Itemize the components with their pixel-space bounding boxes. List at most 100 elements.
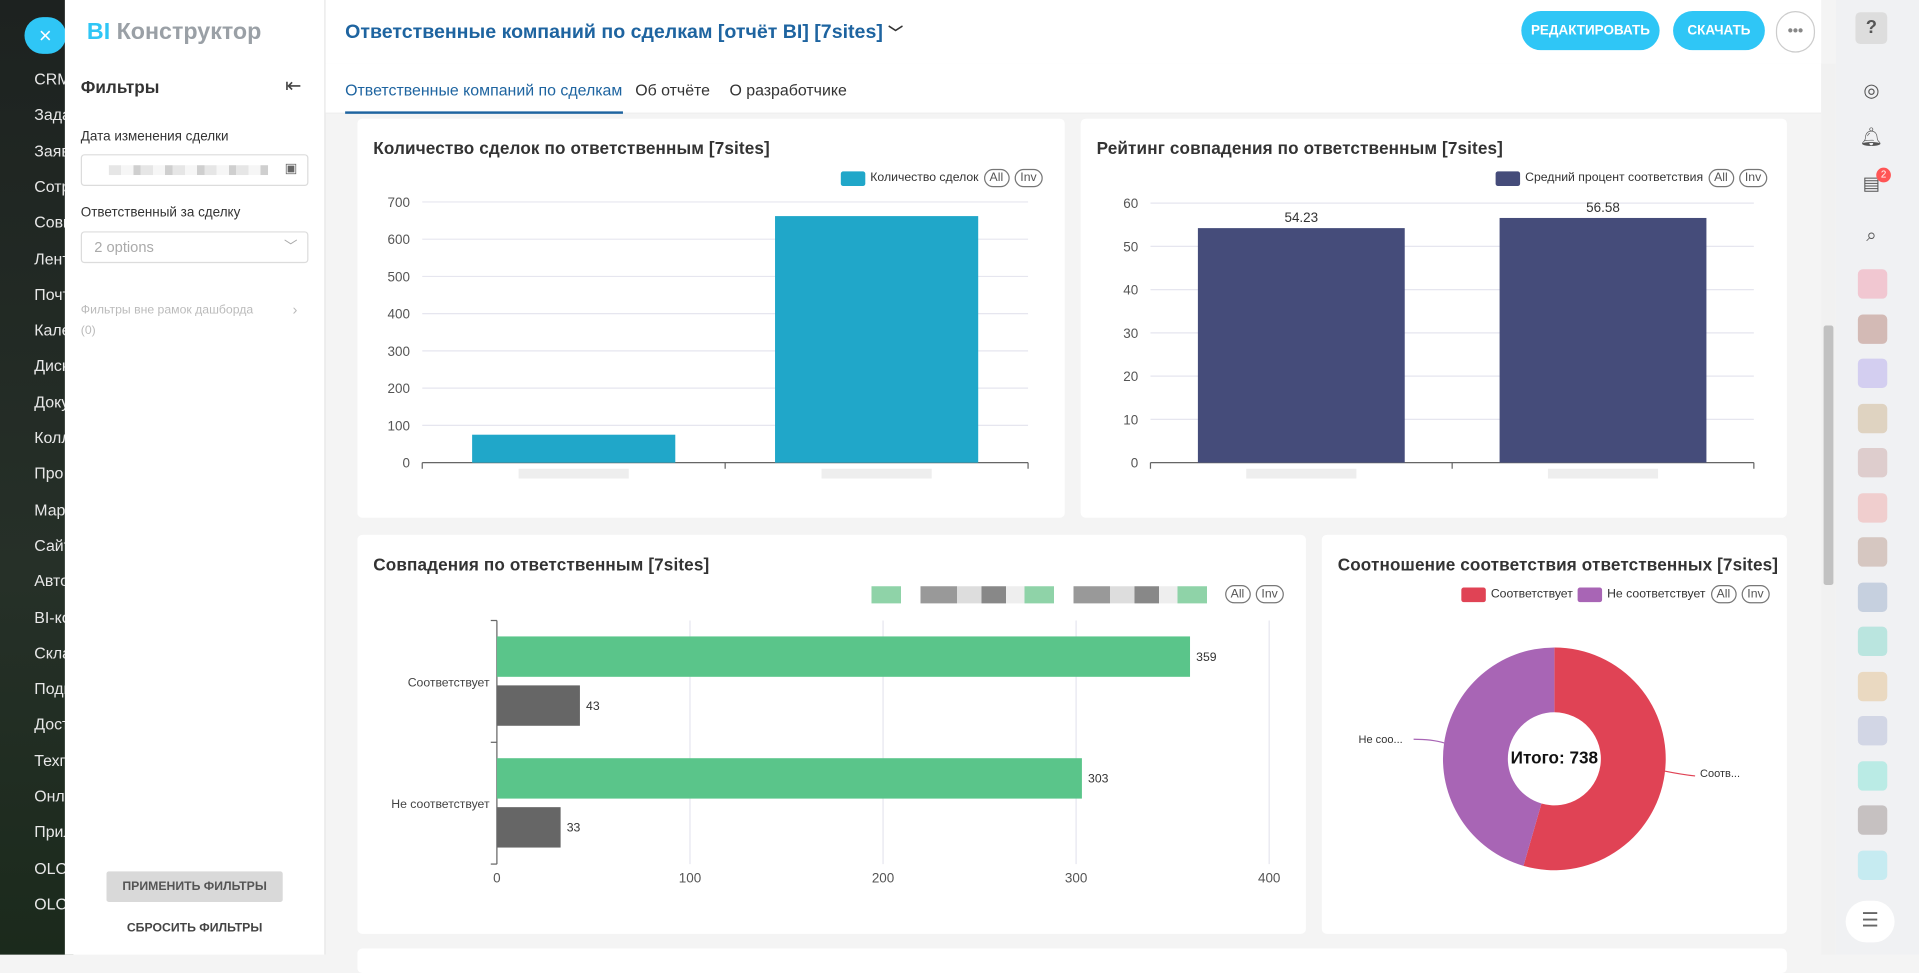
y-tick-label: 50	[1123, 239, 1138, 254]
portal-nav-item[interactable]: Кале	[34, 320, 71, 340]
redacted-legend-entries[interactable]	[870, 585, 1220, 603]
bar	[1197, 228, 1405, 463]
portal-nav-item[interactable]: Прил	[34, 822, 73, 842]
legend-swatch[interactable]	[1461, 586, 1486, 602]
contact-avatar[interactable]	[1857, 760, 1888, 791]
data-label: 33	[567, 821, 581, 835]
portal-nav-item[interactable]: OLCH	[34, 858, 73, 878]
bar	[775, 216, 979, 463]
more-button[interactable]: •••	[1775, 11, 1816, 53]
portal-nav-item[interactable]: Про	[34, 464, 64, 483]
legend-all-button[interactable]: All	[1224, 585, 1251, 604]
portal-nav-item[interactable]: Сотр	[34, 177, 71, 196]
legend-all-button[interactable]: All	[983, 168, 1010, 188]
portal-nav-item[interactable]: BI-ко	[34, 607, 71, 627]
legend-inv-button[interactable]: Inv	[1014, 168, 1043, 188]
reset-filters-button[interactable]: СБРОСИТЬ ФИЛЬТРЫ	[126, 921, 263, 936]
portal-nav-item[interactable]: Заяв	[34, 141, 70, 160]
download-button[interactable]: СКАЧАТЬ	[1673, 11, 1765, 51]
date-filter-input[interactable]: ▣	[80, 154, 309, 187]
portal-nav-item[interactable]: Совм	[34, 213, 74, 232]
contact-avatar[interactable]	[1857, 447, 1888, 478]
legend-all-button[interactable]: All	[1710, 585, 1737, 604]
scrollbar-thumb[interactable]	[1823, 325, 1834, 586]
edit-button[interactable]: РЕДАКТИРОВАТЬ	[1521, 11, 1660, 51]
x-tick-label: 400	[1258, 870, 1280, 885]
label-line	[1664, 770, 1696, 777]
apply-filters-button[interactable]: ПРИМЕНИТЬ ФИЛЬТРЫ	[106, 871, 283, 903]
legend-inv-button[interactable]: Inv	[1255, 585, 1284, 604]
contact-avatar[interactable]	[1857, 849, 1888, 880]
search-icon[interactable]: ⌕	[1866, 225, 1877, 247]
close-icon[interactable]: ×	[24, 17, 67, 54]
x-tick-label: 300	[1065, 870, 1087, 885]
contact-avatar[interactable]	[1857, 671, 1888, 701]
y-category-label: Не соответствует	[391, 797, 490, 811]
portal-nav-item[interactable]: Скла	[34, 643, 72, 662]
contact-avatar[interactable]	[1857, 403, 1888, 433]
collapse-panel-icon[interactable]: ⇤	[285, 75, 302, 97]
portal-nav-item[interactable]: OLCH	[34, 894, 73, 913]
chart-title: Количество сделок по ответственным [7sit…	[373, 138, 770, 158]
portal-nav-item[interactable]: Онла	[34, 786, 74, 806]
legend-swatch[interactable]	[840, 170, 866, 186]
report-title[interactable]: Ответственные компаний по сделкам [отчёт…	[345, 22, 904, 43]
pie-slice	[1523, 647, 1666, 871]
legend-swatch[interactable]	[1495, 170, 1521, 186]
legend: Соответствует Не соответствует All Inv	[1461, 585, 1770, 604]
contact-avatar[interactable]	[1857, 313, 1888, 344]
bell-icon[interactable]: 🔔︎	[1859, 127, 1883, 149]
legend: Средний процент соответствия All Inv	[1495, 168, 1768, 188]
chevron-right-icon[interactable]: ›	[292, 301, 298, 319]
notification-badge: 2	[1876, 167, 1891, 183]
redacted-date	[108, 165, 269, 176]
portal-nav-item[interactable]: Зада	[34, 105, 71, 124]
contact-avatar[interactable]	[1857, 358, 1888, 388]
contact-avatar[interactable]	[1857, 805, 1888, 835]
portal-nav-item[interactable]: CRM	[34, 69, 71, 89]
legend-inv-button[interactable]: Inv	[1738, 168, 1768, 188]
contact-avatar[interactable]	[1857, 626, 1888, 657]
y-tick-label: 40	[1123, 283, 1138, 298]
chevron-down-icon: ﹀	[283, 239, 298, 255]
chevron-down-icon[interactable]: ﹀	[888, 24, 904, 42]
legend-label[interactable]: Средний процент соответствия	[1525, 171, 1704, 185]
portal-nav-item[interactable]: Сайт	[34, 535, 71, 555]
portal-nav-item[interactable]: Доку	[34, 392, 70, 411]
portal-nav-item[interactable]: Почт	[34, 284, 70, 304]
contact-avatar[interactable]	[1857, 492, 1888, 522]
chat-icon[interactable]: ▤	[1862, 173, 1881, 195]
tab-about-report[interactable]: Об отчёте	[635, 80, 710, 100]
portal-nav-item[interactable]: Лент	[34, 249, 70, 268]
portal-nav-item[interactable]: Авто	[34, 571, 69, 591]
data-label: 359	[1196, 650, 1217, 664]
outside-filters-label[interactable]: Фильтры вне рамок дашборда	[80, 303, 254, 317]
contact-avatar[interactable]	[1857, 269, 1888, 299]
portal-nav-item[interactable]: Колл	[34, 428, 71, 447]
copilot-icon[interactable]: ◎	[1863, 80, 1880, 102]
legend-swatch[interactable]	[1577, 586, 1603, 602]
legend-all-button[interactable]: All	[1707, 168, 1734, 188]
bar	[496, 758, 1082, 799]
contact-avatar[interactable]	[1857, 581, 1888, 612]
portal-nav-item[interactable]: Подп	[34, 679, 73, 698]
contact-avatar[interactable]	[1857, 715, 1888, 746]
portal-nav-item[interactable]: Мар	[34, 500, 66, 519]
tab-responsible[interactable]: Ответственные компаний по сделкам	[345, 81, 623, 114]
portal-nav-item[interactable]: Дост	[34, 715, 70, 734]
legend-label[interactable]: Соответствует	[1490, 587, 1573, 601]
menu-list-icon[interactable]: ☰	[1845, 900, 1895, 943]
tab-about-developer[interactable]: О разработчике	[729, 80, 847, 100]
responsible-select[interactable]: 2 options ﹀	[80, 231, 309, 264]
legend-label[interactable]: Не соответствует	[1607, 587, 1706, 601]
legend-inv-button[interactable]: Inv	[1741, 585, 1770, 604]
calendar-icon[interactable]: ▣	[284, 161, 298, 177]
contact-avatar[interactable]	[1857, 537, 1888, 567]
legend-label[interactable]: Количество сделок	[870, 171, 979, 185]
help-icon[interactable]: ?	[1855, 12, 1888, 45]
matches-chart: 0 100 200 300 400 Соответствует 359 43 Не соотве…	[391, 619, 1280, 885]
scrollbar[interactable]	[1821, 63, 1836, 955]
portal-nav-item[interactable]: Диск	[34, 356, 69, 375]
portal-nav-item[interactable]: Техп	[34, 751, 69, 770]
y-tick-label: 60	[1123, 196, 1138, 211]
